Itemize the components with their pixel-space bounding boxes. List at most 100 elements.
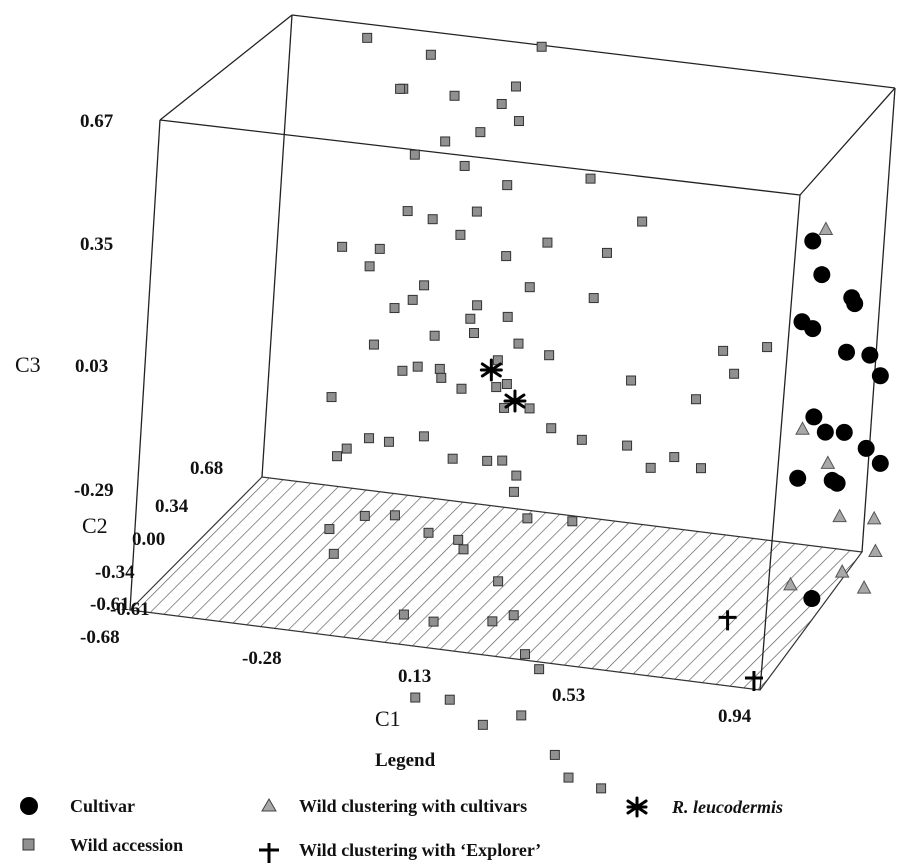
legend-entry-wild-clustering-explorer: Wild clustering with ‘Explorer’ bbox=[259, 840, 541, 863]
wild-accession-point bbox=[423, 527, 434, 538]
wild-accession-point bbox=[524, 282, 535, 293]
c1-tick-label: 0.94 bbox=[718, 706, 752, 727]
wild-accession-point bbox=[419, 280, 430, 291]
wild-accession-point bbox=[459, 160, 470, 171]
wild-cultivar-cluster-point bbox=[832, 508, 847, 523]
wild-accession-point bbox=[563, 772, 574, 783]
c3-tick-label: -0.29 bbox=[74, 480, 114, 501]
c1-tick-label: -0.28 bbox=[242, 648, 282, 669]
wild-accession-point bbox=[542, 237, 553, 248]
wild-accession-point bbox=[622, 440, 633, 451]
wild-accession-point bbox=[428, 616, 439, 627]
wild-accession-point bbox=[324, 524, 335, 535]
wild-accession-point bbox=[328, 548, 339, 559]
wild-accession-point bbox=[471, 206, 482, 217]
wild-accession-point bbox=[469, 328, 480, 339]
legend-label: Wild accession bbox=[70, 835, 183, 855]
wild-accession-point bbox=[534, 664, 545, 675]
cultivar-point bbox=[805, 408, 823, 426]
wild-accession-point bbox=[487, 616, 498, 627]
c2-tick-label: 0.00 bbox=[132, 529, 165, 550]
cultivar-point bbox=[813, 266, 831, 284]
cultivar-point bbox=[835, 423, 853, 441]
wild-accession-point bbox=[407, 294, 418, 305]
wild-accession-point bbox=[427, 214, 438, 225]
wild-accession-point bbox=[389, 303, 400, 314]
wild-accession-point bbox=[502, 180, 513, 191]
wild-accession-point bbox=[501, 379, 512, 390]
wild-accession-point bbox=[493, 576, 504, 587]
wild-accession-point bbox=[585, 173, 596, 184]
wild-accession-point bbox=[425, 49, 436, 60]
wild-accession-point bbox=[409, 149, 420, 160]
wild-cultivar-cluster-point bbox=[783, 576, 798, 591]
wild-accession-point bbox=[536, 41, 547, 52]
wild-accession-point bbox=[669, 452, 680, 463]
legend-label: R. leucodermis bbox=[671, 797, 783, 817]
wild-accession-point bbox=[412, 361, 423, 372]
cultivar-point bbox=[789, 469, 807, 487]
wild-accession-point bbox=[544, 350, 555, 361]
c2-axis-title: C2 bbox=[82, 513, 108, 538]
r-leucodermis-point bbox=[479, 358, 503, 382]
legend-entry-cultivar: Cultivar bbox=[20, 796, 135, 816]
wild-accession-point bbox=[398, 609, 409, 620]
wild-accession-point bbox=[576, 434, 587, 445]
wild-accession-point bbox=[477, 719, 488, 730]
c1-axis-title: C1 bbox=[375, 706, 401, 731]
c3-tick-label: 0.35 bbox=[80, 234, 113, 255]
cultivar-point bbox=[804, 320, 822, 338]
cultivar-point bbox=[846, 295, 864, 313]
c2-tick-label: -0.61 bbox=[90, 594, 130, 615]
c3-tick-label: 0.03 bbox=[75, 356, 108, 377]
wild-accession-point bbox=[374, 243, 385, 254]
legend-square-marker bbox=[22, 838, 35, 851]
cultivar-point bbox=[871, 454, 889, 472]
wild-accession-point bbox=[364, 433, 375, 444]
legend-cross-marker bbox=[259, 843, 279, 863]
cultivar-point bbox=[857, 439, 875, 457]
data-marks bbox=[324, 32, 889, 794]
wild-accession-point bbox=[362, 32, 373, 43]
wild-accession-point bbox=[501, 251, 512, 262]
wild-accession-point bbox=[549, 749, 560, 760]
wild-accession-point bbox=[341, 443, 352, 454]
wild-accession-point bbox=[546, 423, 557, 434]
legend-triangle-marker bbox=[261, 798, 277, 812]
wild-accession-point bbox=[718, 345, 729, 356]
legend-label: Wild clustering with cultivars bbox=[299, 796, 527, 816]
wild-accession-point bbox=[596, 783, 607, 794]
wild-accession-point bbox=[455, 229, 466, 240]
wild-accession-point bbox=[502, 311, 513, 322]
wild-accession-point bbox=[762, 342, 773, 353]
wild-accession-point bbox=[695, 463, 706, 474]
wild-accession-point bbox=[475, 127, 486, 138]
cultivar-point bbox=[804, 232, 822, 250]
wild-accession-point bbox=[601, 247, 612, 258]
wild-accession-point bbox=[456, 383, 467, 394]
wild-cultivar-cluster-point bbox=[856, 580, 872, 594]
wild-accession-point bbox=[465, 313, 476, 324]
wild-accession-point bbox=[359, 510, 370, 521]
wild-accession-point bbox=[383, 436, 394, 447]
wild-cultivar-cluster-point bbox=[868, 543, 883, 558]
c3-tick-label: -0.61 bbox=[110, 599, 150, 620]
r-leucodermis-point bbox=[503, 389, 527, 413]
wild-accession-point bbox=[472, 300, 483, 311]
legend-title: Legend bbox=[375, 750, 436, 771]
wild-accession-point bbox=[496, 98, 507, 109]
cultivar-point bbox=[871, 367, 889, 385]
wild-explorer-cluster-point bbox=[718, 610, 737, 631]
wild-accession-point bbox=[332, 451, 343, 462]
wild-accession-point bbox=[508, 610, 519, 621]
wild-accession-point bbox=[637, 216, 648, 227]
wild-accession-point bbox=[364, 261, 375, 272]
c3-axis-title: C3 bbox=[15, 352, 41, 377]
wild-accession-point bbox=[516, 710, 527, 721]
wild-cultivar-cluster-point bbox=[834, 564, 850, 578]
wild-cultivar-cluster-point bbox=[866, 510, 882, 525]
wild-accession-point bbox=[326, 392, 337, 403]
wild-accession-point bbox=[458, 544, 469, 555]
c1-tick-label: -0.68 bbox=[80, 627, 120, 648]
